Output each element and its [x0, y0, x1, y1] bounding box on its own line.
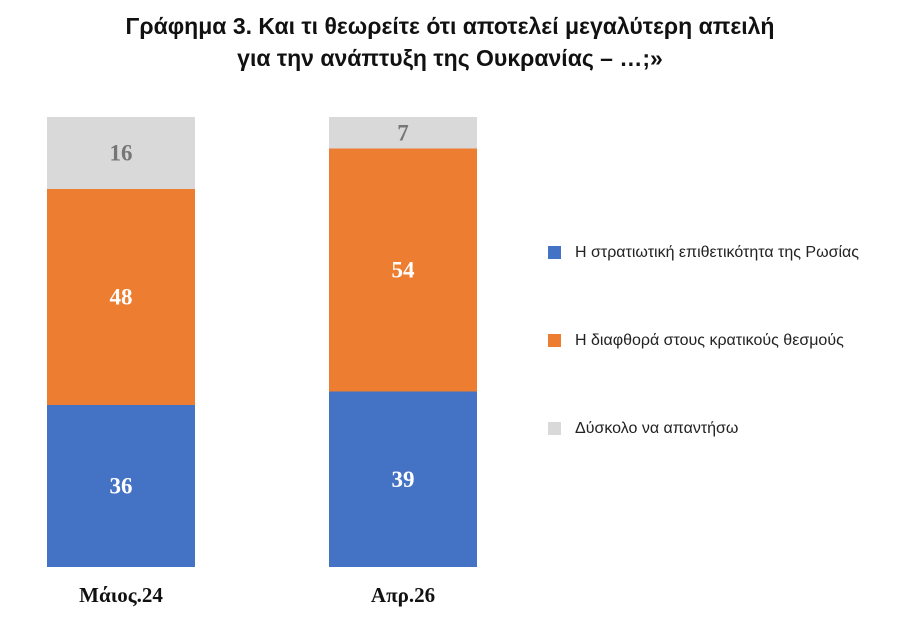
- data-label-2-3: 7: [397, 120, 409, 145]
- chart-title-line-2: για την ανάπτυξη της Ουκρανίας – …;»: [237, 45, 663, 71]
- bar-segment-2-3: [329, 117, 477, 149]
- legend-swatch-corruption: [548, 334, 561, 347]
- category-label-2: Απρ.26: [371, 583, 435, 607]
- bar-segment-2-2: [329, 148, 477, 392]
- chart-title-line-1: Γράφημα 3. Και τι θεωρείτε ότι αποτελεί …: [125, 13, 775, 39]
- data-label-2-2: 54: [392, 258, 416, 283]
- bar-segment-1-2: [47, 189, 195, 405]
- data-label-2-1: 39: [392, 467, 415, 492]
- legend-swatch-russia: [548, 246, 561, 259]
- bar-segment-1-1: [47, 405, 195, 567]
- bar-segment-1-3: [47, 117, 195, 189]
- data-label-1-1: 36: [110, 474, 133, 499]
- bar-segment-2-1: [329, 391, 477, 567]
- legend-label-hard-to-answer: Δύσκολο να απαντήσω: [575, 420, 739, 437]
- legend-swatch-hard-to-answer: [548, 422, 561, 435]
- chart-title: Γράφημα 3. Και τι θεωρείτε ότι αποτελεί …: [0, 10, 900, 74]
- category-label-1: Μάιος.24: [79, 583, 163, 607]
- legend-label-corruption: Η διαφθορά στους κρατικούς θεσμούς: [575, 332, 844, 349]
- legend-label-russia: Η στρατιωτική επιθετικότητα της Ρωσίας: [575, 244, 859, 261]
- data-label-1-2: 48: [110, 285, 133, 310]
- data-label-1-3: 16: [110, 141, 133, 166]
